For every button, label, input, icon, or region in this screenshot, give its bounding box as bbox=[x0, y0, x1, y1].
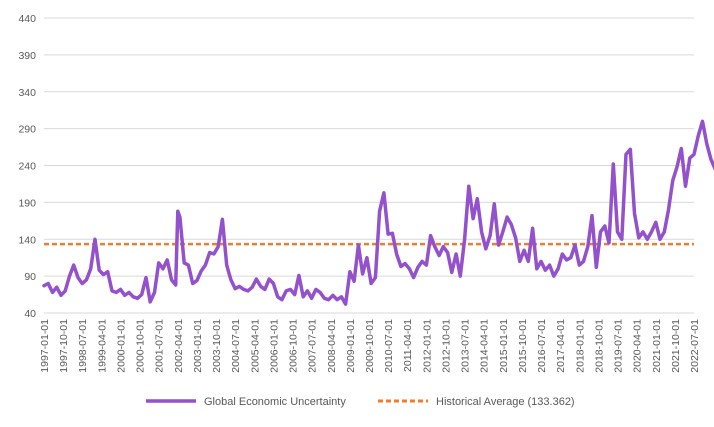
x-tick-label: 2010-07-01 bbox=[383, 319, 395, 373]
x-tick-label: 1997-01-01 bbox=[39, 319, 51, 373]
x-tick-label: 2003-10-01 bbox=[211, 319, 223, 373]
y-tick-label: 390 bbox=[18, 50, 36, 62]
series-global-economic-uncertainty-line bbox=[42, 119, 714, 306]
x-tick-label: 2015-01-01 bbox=[498, 319, 510, 373]
x-tick-label: 2006-10-01 bbox=[288, 319, 300, 373]
x-tick-label: 2006-01-01 bbox=[268, 319, 280, 373]
x-tick-label: 2011-04-01 bbox=[402, 319, 414, 372]
x-tick-label: 2003-01-01 bbox=[192, 319, 204, 373]
x-tick-label: 2020-04-01 bbox=[632, 319, 644, 373]
y-tick-label: 40 bbox=[24, 308, 36, 320]
x-axis-tick-labels: 1997-01-01 1997-10-01 1998-07-01 1999-04-01… bbox=[39, 319, 701, 373]
y-tick-label: 90 bbox=[24, 271, 36, 283]
x-tick-label: 2005-04-01 bbox=[249, 319, 261, 373]
x-tick-label: 2022-07-01 bbox=[689, 319, 701, 373]
x-tick-label: 2008-04-01 bbox=[326, 319, 338, 373]
x-tick-label: 1997-10-01 bbox=[58, 319, 70, 373]
y-tick-label: 340 bbox=[18, 87, 36, 99]
legend-label-uncertainty: Global Economic Uncertainty bbox=[204, 396, 346, 408]
x-tick-label: 2014-04-01 bbox=[479, 319, 491, 373]
x-tick-label: 2009-01-01 bbox=[345, 319, 357, 373]
legend: Global Economic Uncertainty Historical A… bbox=[146, 396, 575, 408]
x-tick-label: 2007-07-01 bbox=[307, 319, 319, 373]
x-tick-label: 2001-07-01 bbox=[154, 319, 166, 373]
gridlines bbox=[44, 17, 694, 277]
x-tick-label: 2002-04-01 bbox=[173, 319, 185, 373]
x-tick-label: 2013-07-01 bbox=[460, 319, 472, 373]
x-tick-label: 2021-01-01 bbox=[651, 319, 663, 373]
x-tick-label: 2012-10-01 bbox=[440, 319, 452, 373]
y-tick-label: 290 bbox=[18, 124, 36, 136]
legend-label-historical-average: Historical Average (133.362) bbox=[436, 396, 575, 408]
y-tick-label: 190 bbox=[18, 197, 36, 209]
x-tick-label: 1999-04-01 bbox=[96, 319, 108, 373]
series-layer bbox=[42, 119, 714, 306]
x-tick-label: 2018-01-01 bbox=[574, 319, 586, 373]
x-tick-label: 2017-04-01 bbox=[555, 319, 567, 373]
y-tick-label: 240 bbox=[18, 161, 36, 173]
x-tick-label: 2016-07-01 bbox=[536, 319, 548, 373]
x-tick-label: 2000-01-01 bbox=[115, 319, 127, 373]
x-tick-label: 2012-01-01 bbox=[421, 319, 433, 373]
x-tick-label: 2004-07-01 bbox=[230, 319, 242, 373]
x-tick-label: 2009-10-01 bbox=[364, 319, 376, 373]
x-tick-label: 1998-07-01 bbox=[77, 319, 89, 373]
y-tick-label: 440 bbox=[18, 13, 36, 25]
x-tick-label: 2018-10-01 bbox=[593, 319, 605, 373]
x-tick-label: 2000-10-01 bbox=[135, 319, 147, 373]
x-tick-label: 2015-10-01 bbox=[517, 319, 529, 373]
x-tick-label: 2021-10-01 bbox=[670, 319, 682, 373]
x-tick-label: 2019-07-01 bbox=[613, 319, 625, 373]
y-tick-label: 140 bbox=[18, 234, 36, 246]
y-axis-tick-labels: 40 90 140 190 240 290 340 390 440 bbox=[18, 13, 36, 320]
